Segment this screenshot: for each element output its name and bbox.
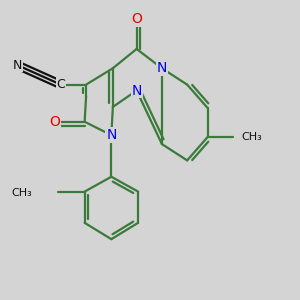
Text: C: C [56, 78, 65, 91]
Text: CH₃: CH₃ [242, 132, 262, 142]
Text: N: N [157, 61, 167, 75]
Text: N: N [106, 128, 116, 142]
Text: CH₃: CH₃ [12, 188, 33, 198]
Text: N: N [131, 84, 142, 98]
Text: N: N [13, 59, 22, 72]
Text: O: O [131, 12, 142, 26]
Text: O: O [50, 115, 60, 129]
